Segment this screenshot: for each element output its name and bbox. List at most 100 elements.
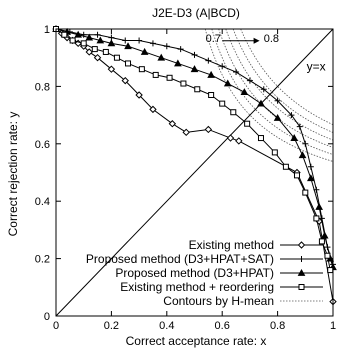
contour-label-high: 0.8 <box>264 33 279 45</box>
data-point <box>260 86 267 93</box>
data-point <box>296 123 303 130</box>
data-point <box>233 69 240 76</box>
legend-label: Proposed method (D3+HPAT+SAT) <box>86 252 274 266</box>
data-point <box>107 39 116 47</box>
contour-line <box>218 28 334 148</box>
data-point <box>113 54 120 61</box>
x-tick-label: 0.2 <box>104 320 119 332</box>
data-point <box>307 163 314 170</box>
data-point <box>230 109 237 116</box>
data-point <box>207 70 215 78</box>
data-point <box>102 48 109 55</box>
contour-line <box>211 28 334 155</box>
y-tick-label: 0.6 <box>35 139 50 151</box>
data-point <box>149 105 157 114</box>
series-square <box>53 26 334 274</box>
series-line <box>55 28 334 265</box>
data-point <box>271 149 278 156</box>
data-point <box>324 252 331 259</box>
data-point <box>320 231 329 239</box>
y-tick-label: 1 <box>44 24 50 36</box>
data-point <box>166 74 173 81</box>
diagonal-line <box>55 28 334 317</box>
data-point <box>208 92 215 99</box>
data-point <box>149 40 156 47</box>
data-point <box>204 125 213 134</box>
data-point <box>69 37 76 44</box>
data-point <box>91 46 98 53</box>
chart-title: J2E-D3 (A|BCD) <box>152 6 240 20</box>
series-group <box>52 24 337 306</box>
y-tick-label: 0.2 <box>35 254 50 266</box>
data-point <box>219 63 226 70</box>
y-tick-label: 0 <box>44 311 50 323</box>
data-point <box>302 189 309 196</box>
data-point <box>246 77 253 84</box>
data-point <box>96 36 105 44</box>
data-point <box>297 268 306 276</box>
data-point <box>282 163 289 170</box>
series-triangle <box>52 24 337 271</box>
data-point <box>182 128 190 137</box>
data-point <box>240 88 249 96</box>
data-point <box>293 172 300 179</box>
data-point <box>190 65 199 73</box>
data-point <box>121 76 129 85</box>
legend-label: Proposed method (D3+HPAT) <box>115 266 274 280</box>
data-point <box>85 48 93 56</box>
data-point <box>298 151 307 159</box>
data-point <box>273 113 282 121</box>
x-tick-label: 0.6 <box>215 320 230 332</box>
series-line <box>55 28 331 271</box>
data-point <box>306 174 315 182</box>
data-point <box>163 43 170 50</box>
data-point <box>93 53 102 62</box>
data-point <box>122 37 129 44</box>
contour-line <box>232 28 334 133</box>
x-tick-label: 0.8 <box>270 320 285 332</box>
data-point <box>257 135 264 142</box>
y-tick-label: 0.8 <box>35 81 50 93</box>
data-point <box>274 97 281 104</box>
data-point <box>327 267 334 274</box>
data-point <box>297 241 306 249</box>
legend-label: Existing method + reordering <box>120 280 274 294</box>
contour-label-low: 0.7 <box>206 33 221 45</box>
series-line <box>55 28 334 268</box>
data-point <box>288 112 295 119</box>
data-point <box>125 60 132 67</box>
data-point <box>85 33 94 41</box>
data-point <box>80 40 87 47</box>
data-point <box>136 37 143 44</box>
data-point <box>318 238 325 245</box>
data-point <box>223 79 232 87</box>
axis-ticks: 0 0.2 0.4 0.6 0.8 1 0 0.2 0.4 0.6 0.8 1 <box>35 24 336 332</box>
data-point <box>313 215 320 222</box>
data-point <box>205 57 212 64</box>
data-point <box>298 284 305 290</box>
data-point <box>226 134 235 142</box>
data-point <box>61 31 68 38</box>
data-point <box>138 66 145 73</box>
y-axis-label: Correct rejection rate: y <box>6 112 20 237</box>
x-tick-label: 0.4 <box>159 320 174 332</box>
contour-line <box>225 28 334 141</box>
x-tick-label: 1 <box>330 320 336 332</box>
data-point <box>290 134 299 141</box>
data-point <box>94 31 101 38</box>
legend-label: Contours by H-mean <box>163 294 274 308</box>
y-tick-label: 0.4 <box>35 196 50 208</box>
x-axis-label: Correct acceptance rate: x <box>126 334 267 348</box>
series-plus <box>53 26 336 268</box>
contour-line <box>240 28 334 126</box>
data-point <box>152 71 159 78</box>
data-point <box>235 137 243 145</box>
data-point <box>74 30 83 38</box>
data-point <box>157 53 166 61</box>
legend-label: Existing method <box>189 238 274 252</box>
data-point <box>168 120 177 128</box>
data-point <box>219 100 226 107</box>
contour-arrow-head <box>253 37 260 44</box>
